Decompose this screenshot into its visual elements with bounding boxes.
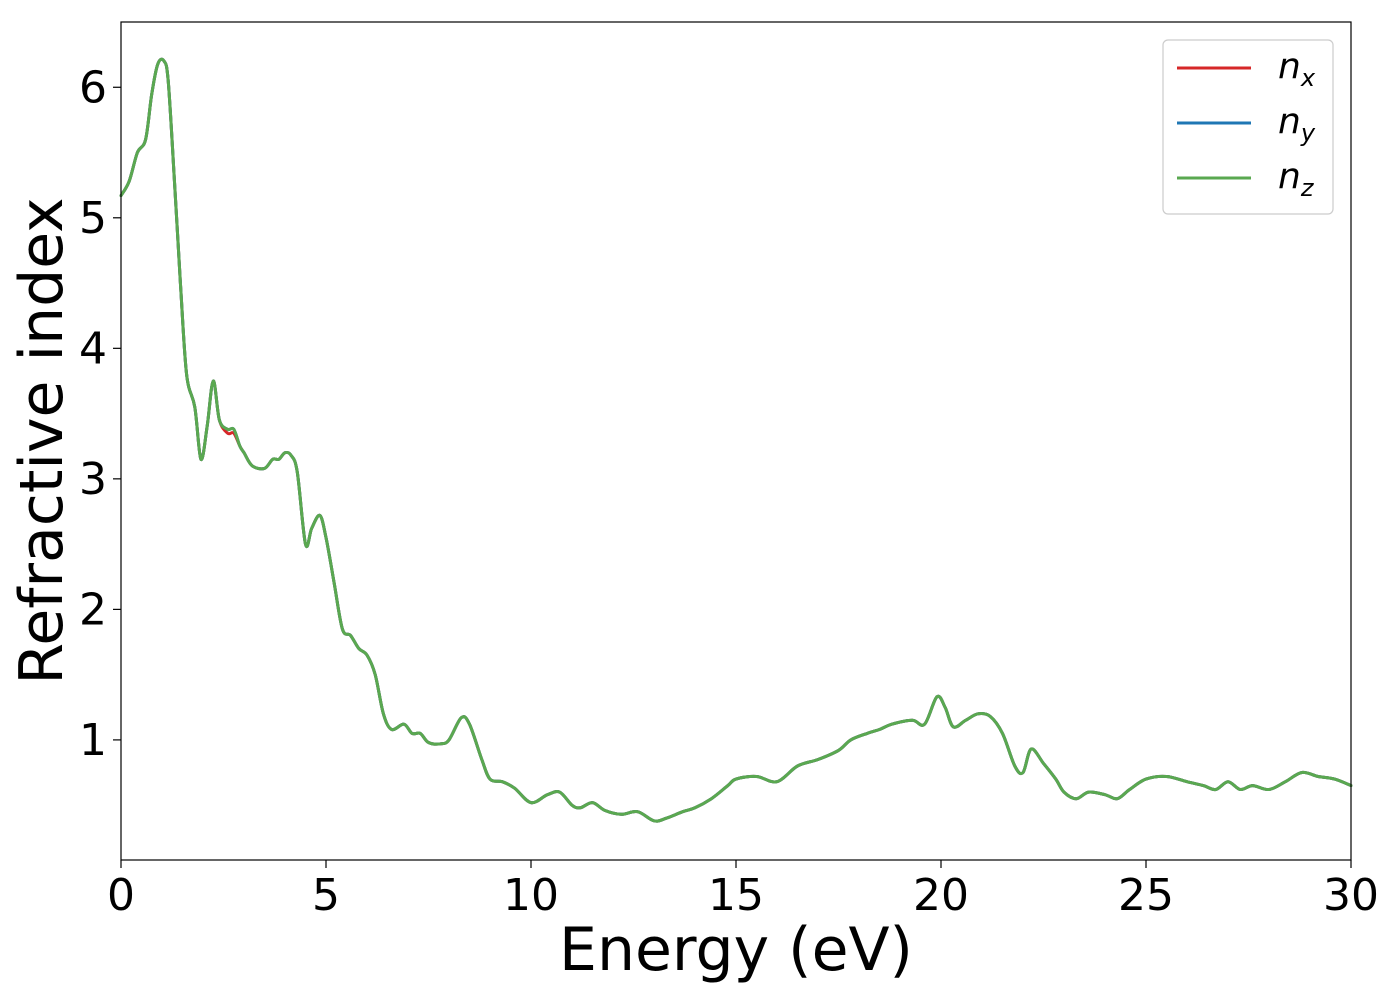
- y-axis-title: Refractive index: [7, 197, 77, 684]
- legend-label-subscript: x: [1300, 64, 1316, 92]
- legend-label-nx: nx: [1278, 46, 1316, 92]
- legend-label-nz: nz: [1278, 156, 1315, 202]
- x-tick-label: 15: [708, 870, 764, 921]
- series-line-nz: [119, 57, 1353, 823]
- legend-box: [1162, 39, 1334, 215]
- y-tick-label: 4: [79, 323, 107, 374]
- y-tick-label: 6: [79, 62, 107, 113]
- x-axis-title: Energy (eV): [559, 915, 913, 985]
- y-axis: 1 2 3 4 5 6: [79, 62, 121, 766]
- legend-label-subscript: z: [1300, 174, 1315, 202]
- legend-label-main: n: [1278, 46, 1301, 87]
- x-tick-label: 10: [503, 870, 559, 921]
- y-tick-label: 3: [79, 454, 107, 505]
- x-tick-label: 25: [1118, 870, 1174, 921]
- legend-label-subscript: y: [1300, 119, 1316, 147]
- x-tick-label: 5: [312, 870, 340, 921]
- x-tick-label: 20: [913, 870, 969, 921]
- x-tick-label: 0: [107, 870, 135, 921]
- y-tick-label: 2: [79, 584, 107, 635]
- x-tick-label: 30: [1323, 870, 1379, 921]
- y-tick-label: 5: [79, 193, 107, 244]
- legend-label-main: n: [1278, 101, 1301, 142]
- legend-label-ny: ny: [1278, 101, 1316, 147]
- legend-label-main: n: [1278, 156, 1301, 197]
- x-axis: 0 5 10 15 20 25 30: [107, 860, 1379, 921]
- y-tick-label: 1: [79, 715, 107, 766]
- series-layer: [119, 57, 1353, 823]
